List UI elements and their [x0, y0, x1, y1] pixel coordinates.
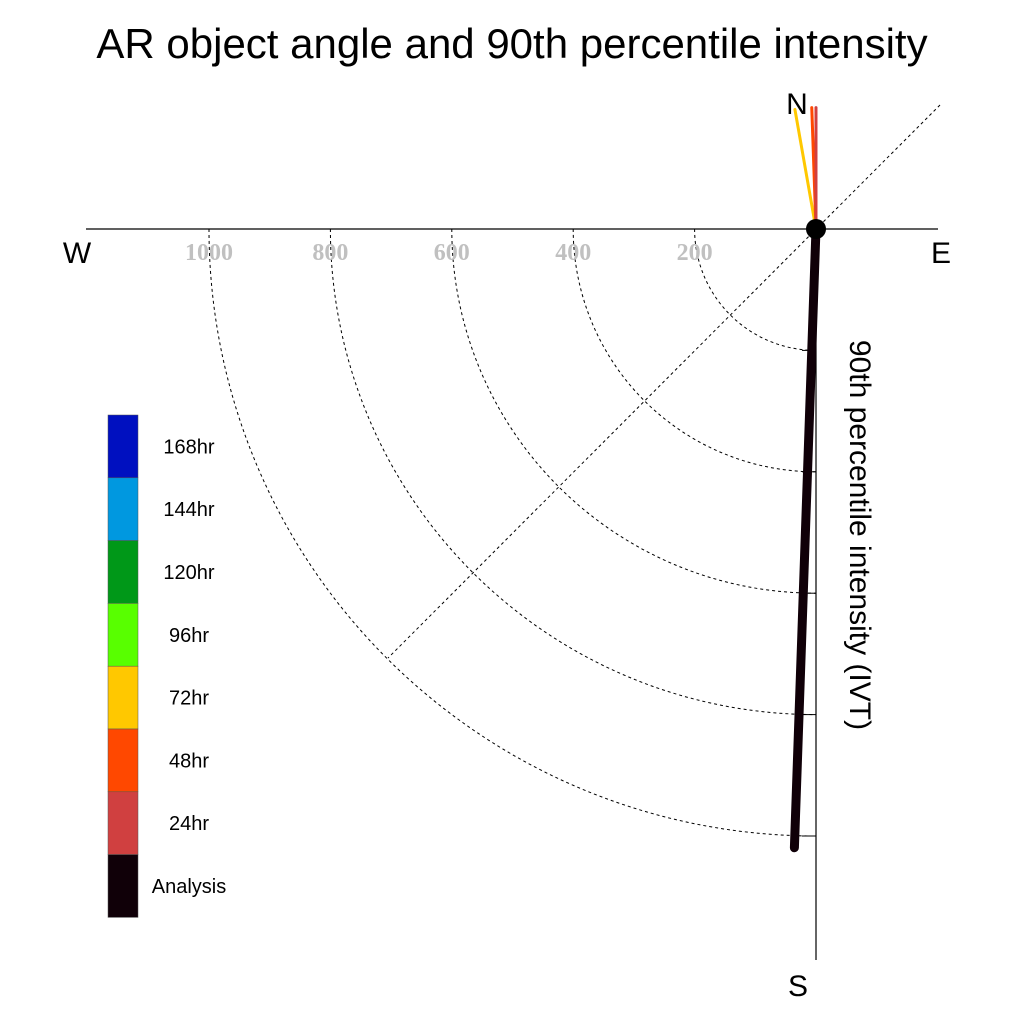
vector-72hr [793, 107, 818, 231]
legend-swatch [107, 728, 139, 793]
legend-swatch [107, 854, 139, 918]
ring-label: 800 [312, 240, 348, 266]
vector-analysis [789, 224, 821, 853]
ring-label: 1000 [185, 240, 233, 266]
ring-labels: 1000 800 600 400 200 [185, 240, 713, 266]
grid-ring [329, 228, 817, 716]
compass-east-label: E [931, 237, 951, 270]
legend-label: 48hr [169, 750, 209, 772]
legend-swatch [107, 603, 139, 667]
grid-ring [694, 228, 817, 351]
ring-label: 400 [555, 240, 591, 266]
legend-label: 96hr [169, 625, 209, 647]
legend-label: Analysis [152, 876, 226, 898]
legend-label: 24hr [169, 813, 209, 835]
grid-ring [451, 228, 817, 594]
angle-vectors [789, 106, 826, 853]
compass-south-label: S [788, 970, 808, 1003]
grid-ring [208, 228, 817, 837]
legend-label: 168hr [163, 436, 214, 458]
ring-label: 600 [434, 240, 470, 266]
legend-label: 72hr [169, 688, 209, 710]
compass-west-label: W [63, 237, 92, 270]
legend-label: 120hr [163, 562, 214, 584]
grid-diagonal [387, 104, 941, 659]
chart-title: AR object angle and 90th percentile inte… [96, 20, 927, 67]
polar-grid [208, 104, 941, 837]
y-axis-label: 90th percentile intensity (IVT) [843, 340, 876, 730]
legend: 168hr 144hr 120hr 96hr 72hr 48hr 24hr Analysis [107, 414, 226, 918]
compass-north-label: N [786, 88, 808, 121]
ring-label: 200 [677, 240, 713, 266]
legend-swatch [107, 791, 139, 855]
origin-marker [806, 219, 826, 239]
legend-swatch [107, 540, 139, 604]
legend-label: 144hr [163, 499, 214, 521]
legend-swatch [107, 665, 139, 730]
grid-ring [572, 228, 817, 473]
legend-swatch [107, 477, 139, 541]
legend-swatch [107, 414, 139, 479]
